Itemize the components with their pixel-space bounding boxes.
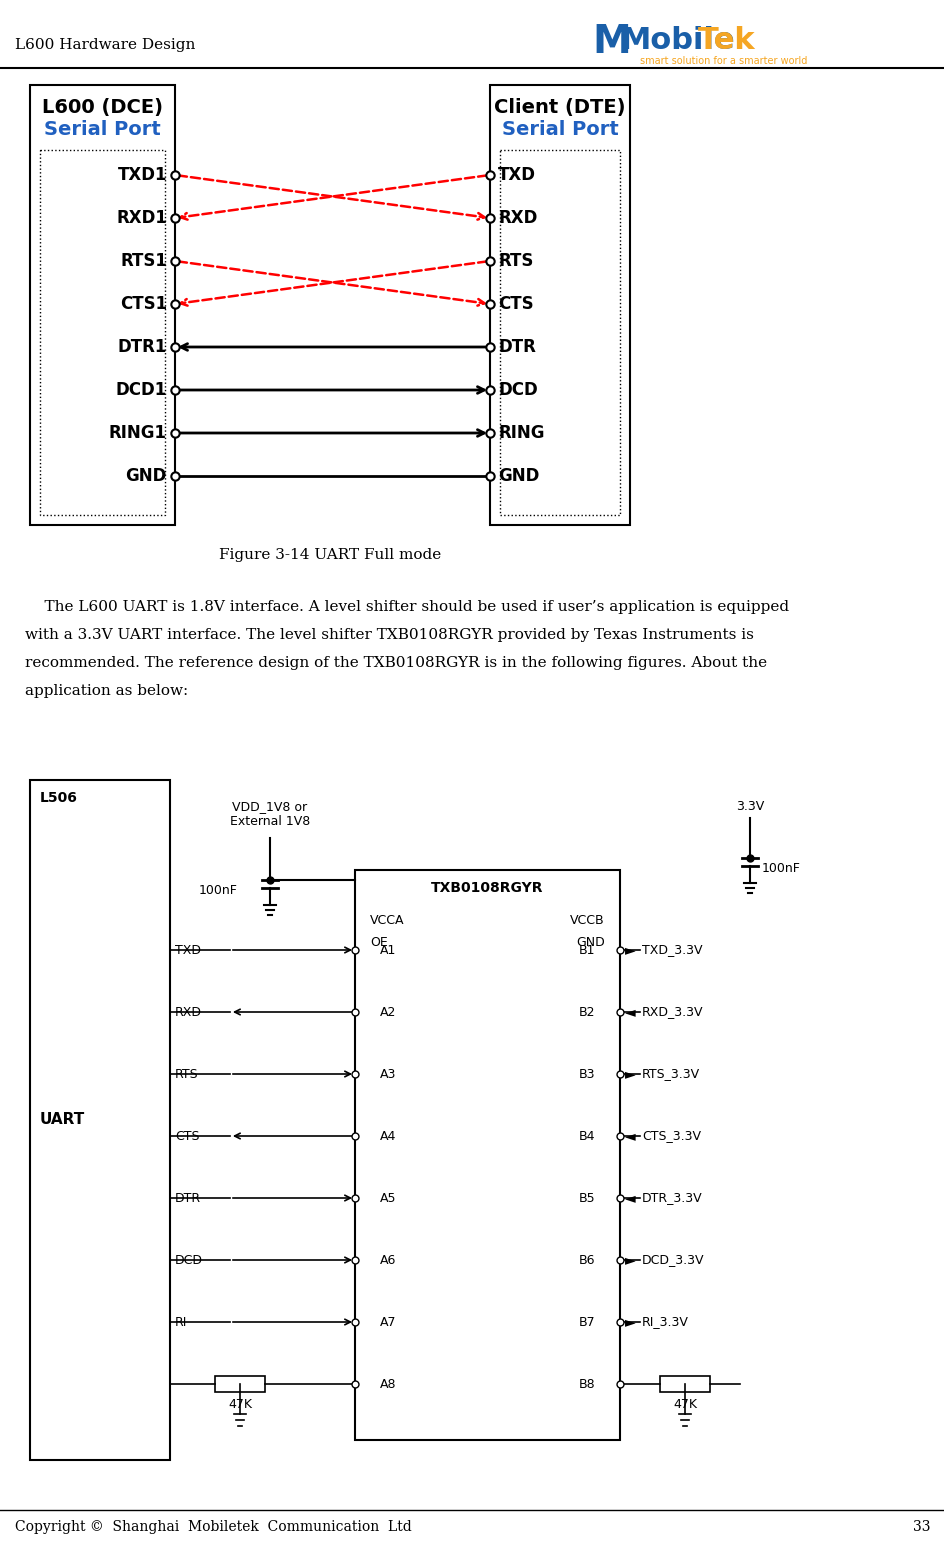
Text: RTS: RTS: [497, 253, 532, 270]
Text: UART: UART: [40, 1113, 85, 1128]
Text: RING1: RING1: [109, 424, 167, 442]
Text: VCCA: VCCA: [370, 914, 404, 926]
Text: GND: GND: [126, 467, 167, 485]
Text: CTS1: CTS1: [120, 294, 167, 313]
Text: RXD: RXD: [497, 210, 537, 227]
Text: TXD: TXD: [175, 943, 201, 957]
Text: ◄: ◄: [624, 1191, 635, 1205]
Text: ►: ►: [624, 943, 635, 957]
Text: B7: B7: [578, 1316, 595, 1328]
Text: DCD_3.3V: DCD_3.3V: [641, 1253, 704, 1267]
Text: ►: ►: [624, 1253, 635, 1267]
Text: with a 3.3V UART interface. The level shifter TXB0108RGYR provided by Texas Inst: with a 3.3V UART interface. The level sh…: [25, 629, 753, 643]
Text: CTS: CTS: [175, 1130, 199, 1142]
Text: RI: RI: [175, 1316, 187, 1328]
Text: RING: RING: [497, 424, 544, 442]
Text: B4: B4: [578, 1130, 595, 1142]
Text: TXD_3.3V: TXD_3.3V: [641, 943, 701, 957]
Text: RTS: RTS: [175, 1068, 198, 1080]
Text: Mobile: Mobile: [619, 26, 733, 55]
Text: RXD_3.3V: RXD_3.3V: [641, 1005, 702, 1019]
Text: A7: A7: [379, 1316, 396, 1328]
Text: 33: 33: [912, 1519, 929, 1533]
Text: 47K: 47K: [228, 1398, 252, 1412]
Text: 47K: 47K: [672, 1398, 697, 1412]
Text: DTR_3.3V: DTR_3.3V: [641, 1191, 702, 1205]
Text: 100nF: 100nF: [199, 883, 238, 897]
Text: RXD1: RXD1: [116, 210, 167, 227]
Text: VDD_1V8 or
External 1V8: VDD_1V8 or External 1V8: [229, 800, 310, 828]
Text: application as below:: application as below:: [25, 684, 203, 698]
Text: A8: A8: [379, 1378, 396, 1390]
Text: B1: B1: [578, 943, 595, 957]
Text: TXD1: TXD1: [117, 166, 167, 183]
Text: TXD: TXD: [497, 166, 535, 183]
Text: Μ: Μ: [591, 23, 630, 62]
Text: Figure 3-14 UART Full mode: Figure 3-14 UART Full mode: [219, 549, 441, 562]
Text: A4: A4: [379, 1130, 396, 1142]
Text: L600 (DCE): L600 (DCE): [42, 97, 162, 117]
Text: RTS_3.3V: RTS_3.3V: [641, 1068, 700, 1080]
Text: A1: A1: [379, 943, 396, 957]
Text: OE: OE: [370, 935, 387, 949]
Text: GND: GND: [497, 467, 539, 485]
Text: B3: B3: [578, 1068, 595, 1080]
Text: CTS_3.3V: CTS_3.3V: [641, 1130, 700, 1142]
Text: DTR: DTR: [175, 1191, 201, 1205]
Text: 3.3V: 3.3V: [735, 800, 764, 814]
Text: L506: L506: [40, 791, 77, 804]
Text: A2: A2: [379, 1005, 396, 1019]
Text: RXD: RXD: [175, 1005, 202, 1019]
Text: GND: GND: [576, 935, 604, 949]
Text: TXB0108RGYR: TXB0108RGYR: [430, 881, 543, 895]
Text: DCD1: DCD1: [115, 381, 167, 399]
Text: B6: B6: [578, 1253, 595, 1267]
Text: Client (DTE): Client (DTE): [494, 97, 625, 117]
Text: RI_3.3V: RI_3.3V: [641, 1316, 688, 1328]
Text: DTR1: DTR1: [117, 337, 167, 356]
Text: Tek: Tek: [698, 26, 755, 55]
Text: ◄: ◄: [624, 1130, 635, 1143]
Text: DCD: DCD: [175, 1253, 203, 1267]
Text: B5: B5: [578, 1191, 595, 1205]
Text: Serial Port: Serial Port: [501, 120, 617, 139]
Text: A5: A5: [379, 1191, 396, 1205]
Text: RTS1: RTS1: [120, 253, 167, 270]
Text: ►: ►: [624, 1066, 635, 1080]
Text: VCCB: VCCB: [570, 914, 604, 926]
Text: Copyright ©  Shanghai  Mobiletek  Communication  Ltd: Copyright © Shanghai Mobiletek Communica…: [15, 1519, 412, 1533]
Text: smart solution for a smarter world: smart solution for a smarter world: [639, 55, 806, 66]
Text: 100nF: 100nF: [761, 861, 800, 874]
Text: CTS: CTS: [497, 294, 533, 313]
Text: DTR: DTR: [497, 337, 535, 356]
Text: A3: A3: [379, 1068, 396, 1080]
Text: ◄: ◄: [624, 1005, 635, 1019]
Text: recommended. The reference design of the TXB0108RGYR is in the following figures: recommended. The reference design of the…: [25, 656, 767, 670]
Text: Serial Port: Serial Port: [44, 120, 160, 139]
Text: B8: B8: [578, 1378, 595, 1390]
Text: A6: A6: [379, 1253, 396, 1267]
Text: ►: ►: [624, 1314, 635, 1328]
Text: B2: B2: [578, 1005, 595, 1019]
Text: DCD: DCD: [497, 381, 537, 399]
Text: L600 Hardware Design: L600 Hardware Design: [15, 39, 195, 52]
Text: The L600 UART is 1.8V interface. A level shifter should be used if user’s applic: The L600 UART is 1.8V interface. A level…: [25, 599, 788, 613]
